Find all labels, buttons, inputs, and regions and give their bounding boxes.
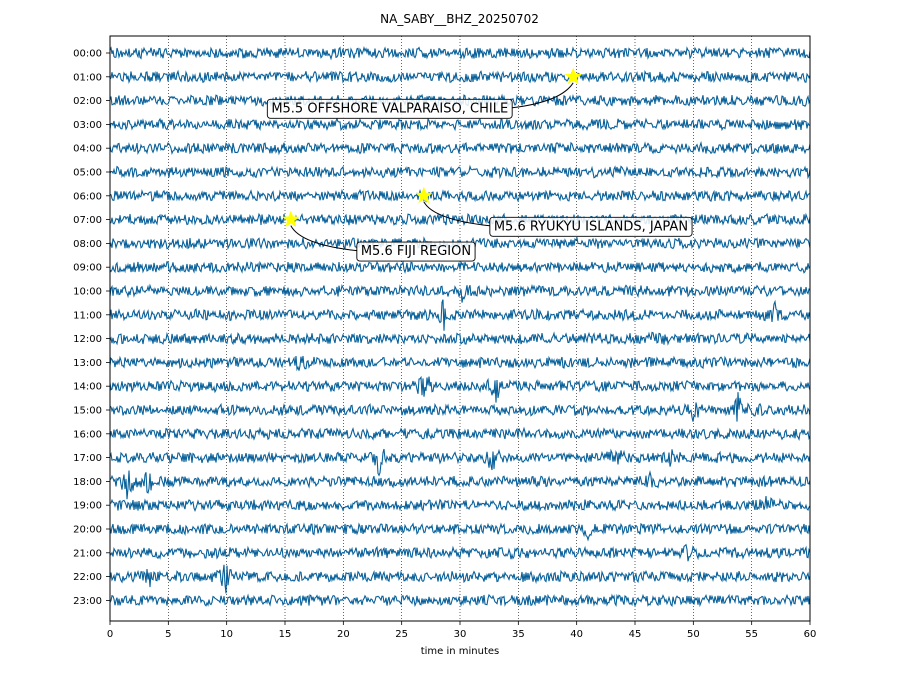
trace-2100 <box>109 543 811 562</box>
event-label-box <box>489 216 693 237</box>
trace-0200 <box>109 93 811 108</box>
trace-1300 <box>109 355 811 372</box>
event-label: M5.6 RYUKYU ISLANDS, JAPAN <box>494 219 688 234</box>
trace-0600 <box>109 188 811 203</box>
event-annotation: M5.6 RYUKYU ISLANDS, JAPAN <box>415 186 693 237</box>
trace-0500 <box>109 164 811 180</box>
trace-layer <box>109 45 811 608</box>
x-tick-label: 10 <box>220 629 233 640</box>
event-star-icon <box>282 210 300 228</box>
y-tick-label: 13:00 <box>73 358 102 369</box>
x-tick-label: 40 <box>570 629 583 640</box>
trace-0400 <box>109 140 811 156</box>
chart-title: NA_SABY__BHZ_20250702 <box>380 12 539 26</box>
x-axis: 0 5 10 15 20 25 30 35 40 45 50 55 60 <box>107 621 817 640</box>
y-tick-label: 04:00 <box>73 144 102 155</box>
trace-1600 <box>109 426 811 442</box>
trace-0900 <box>109 260 811 275</box>
x-tick-label: 5 <box>165 629 171 640</box>
y-tick-label: 17:00 <box>73 453 102 464</box>
x-tick-label: 20 <box>337 629 350 640</box>
x-tick-label: 60 <box>804 629 817 640</box>
event-label-box <box>356 241 476 262</box>
x-axis-label: time in minutes <box>421 646 500 657</box>
x-tick-label: 35 <box>512 629 525 640</box>
y-tick-label: 03:00 <box>73 120 102 131</box>
x-tick-label: 0 <box>107 629 113 640</box>
trace-1200 <box>109 331 811 346</box>
trace-1500 <box>109 392 811 422</box>
trace-1400 <box>109 375 811 403</box>
event-label: M5.6 FIJI REGION <box>361 244 471 259</box>
trace-2000 <box>109 522 811 542</box>
event-label: M5.5 OFFSHORE VALPARAISO, CHILE <box>271 101 508 116</box>
y-tick-label: 09:00 <box>73 263 102 274</box>
x-tick-label: 50 <box>687 629 700 640</box>
event-arrow <box>290 225 357 252</box>
y-tick-label: 19:00 <box>73 501 102 512</box>
y-tick-label: 07:00 <box>73 215 102 226</box>
x-tick-label: 55 <box>745 629 758 640</box>
trace-1000 <box>109 283 811 303</box>
y-tick-label: 12:00 <box>73 334 102 345</box>
x-tick-label: 30 <box>454 629 467 640</box>
trace-1100 <box>109 299 811 331</box>
y-tick-label: 06:00 <box>73 191 102 202</box>
annotations: M5.5 OFFSHORE VALPARAISO, CHILE M5.6 RYUK… <box>266 67 693 262</box>
y-tick-label: 00:00 <box>73 49 102 60</box>
y-tick-label: 15:00 <box>73 406 102 417</box>
y-tick-label: 14:00 <box>73 382 102 393</box>
event-arrow <box>512 82 574 109</box>
event-annotation: M5.5 OFFSHORE VALPARAISO, CHILE <box>266 67 582 119</box>
y-tick-label: 21:00 <box>73 548 102 559</box>
x-tick-label: 45 <box>629 629 642 640</box>
y-tick-label: 16:00 <box>73 429 102 440</box>
event-star-icon <box>415 186 433 204</box>
y-tick-label: 18:00 <box>73 477 102 488</box>
y-tick-label: 02:00 <box>73 96 102 107</box>
y-tick-label: 08:00 <box>73 239 102 250</box>
event-annotation: M5.6 FIJI REGION <box>282 210 476 262</box>
y-axis: 00:00 01:00 02:00 03:00 04:00 05:00 06:00 07:00… <box>73 49 110 607</box>
y-tick-label: 10:00 <box>73 287 102 298</box>
trace-0700 <box>109 212 811 227</box>
trace-1700 <box>109 448 811 477</box>
y-tick-label: 22:00 <box>73 572 102 583</box>
y-tick-label: 20:00 <box>73 525 102 536</box>
event-star-icon <box>564 67 582 85</box>
x-tick-label: 25 <box>395 629 408 640</box>
trace-0300 <box>109 117 810 132</box>
event-arrow <box>423 201 490 227</box>
trace-0000 <box>109 45 811 61</box>
trace-0100 <box>109 69 811 85</box>
y-tick-label: 23:00 <box>73 596 102 607</box>
y-tick-label: 05:00 <box>73 168 102 179</box>
trace-1800 <box>109 470 811 500</box>
trace-0800 <box>109 236 811 251</box>
y-tick-label: 01:00 <box>73 72 102 83</box>
y-tick-label: 11:00 <box>73 310 102 321</box>
trace-1900 <box>109 495 811 513</box>
event-label-box <box>266 98 513 119</box>
trace-2300 <box>109 593 811 608</box>
x-tick-label: 15 <box>279 629 292 640</box>
trace-2200 <box>109 564 811 594</box>
